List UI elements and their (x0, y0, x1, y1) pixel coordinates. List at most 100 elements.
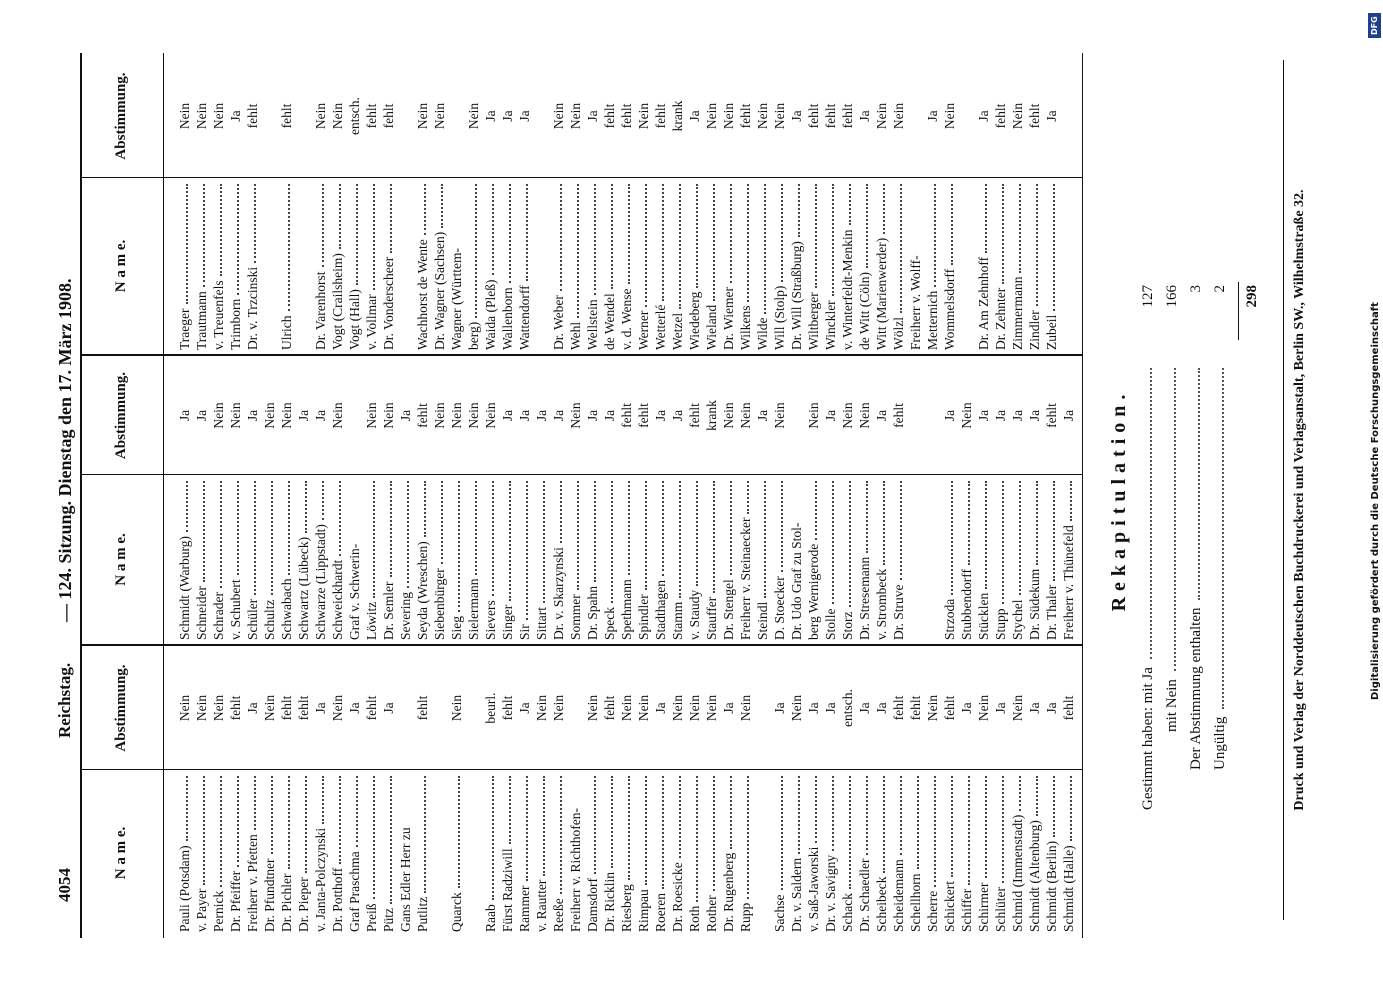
leader (244, 776, 256, 831)
vote: Ja (823, 702, 838, 714)
member-name: Dr. Schaedler (857, 858, 872, 932)
leader (533, 481, 545, 603)
member-row: Dr. Pfeiffer (227, 776, 244, 932)
vote: Nein (364, 402, 379, 429)
vote: entsch. (840, 689, 855, 727)
vote: Nein (619, 694, 634, 722)
leader (924, 184, 936, 287)
leader (873, 481, 885, 565)
recap-value: 166 (1164, 285, 1180, 308)
leader (856, 481, 868, 553)
member-row: v. Schubert (227, 481, 244, 640)
member-row: Dr. Varenhorst (312, 184, 329, 350)
leader (278, 776, 290, 870)
member-row: Riesberg (618, 776, 635, 932)
leader (193, 481, 205, 583)
vote: Nein (330, 402, 345, 429)
member-row: Dr. Stresemann (856, 481, 873, 640)
member-name: Reeße (551, 898, 566, 932)
member-name: Riesberg (619, 884, 634, 932)
vote: fehlt (415, 403, 430, 428)
member-row: Schüler (244, 481, 261, 640)
vote: Ja (721, 702, 736, 714)
member-row: Sielermann (465, 481, 482, 640)
member-name: Wallenborn (500, 287, 515, 350)
member-row: berg) (465, 184, 482, 350)
member-row: v. d. Wense (618, 184, 635, 350)
member-name: Wiedeberg (687, 291, 702, 350)
leader (805, 776, 817, 843)
recap-total: 298 (1244, 285, 1260, 308)
member-row: Wommelsdorff (941, 184, 958, 350)
member-name: de Witt (Cöln) (857, 272, 872, 350)
vote: Ja (857, 702, 872, 714)
member-row: Dr. Potthoff (329, 776, 346, 932)
leader (397, 481, 409, 588)
member-name: Pernick (211, 890, 226, 932)
member-row: Zimmermann (1009, 184, 1026, 350)
vote: Nein (194, 102, 209, 130)
vote: fehlt (840, 103, 855, 129)
member-row: de Wendel (601, 184, 618, 350)
leader (312, 481, 324, 521)
leader (176, 184, 188, 305)
running-head: Reichstag. (55, 662, 74, 738)
vote: Ja (874, 702, 889, 714)
member-row: Scheidemann (890, 776, 907, 932)
leader (516, 184, 528, 282)
member-name: v. Janta-Polczynski (313, 827, 328, 932)
member-row: Vogt (Hall) (346, 184, 363, 350)
member-name: Dr. Weber (551, 295, 566, 350)
leader (737, 184, 749, 302)
member-name: Wellstein (585, 299, 600, 350)
vote: Nein (466, 402, 481, 429)
member-name: Stauffer (704, 596, 719, 640)
leader (1026, 184, 1038, 307)
member-row: berg Wernigerode (805, 481, 822, 640)
member-row: Dr. Spahn (584, 481, 601, 640)
member-row: Dr. Pfundtner (261, 776, 278, 932)
member-name: Schneider (194, 586, 209, 640)
member-name: Werner (636, 310, 651, 350)
member-row: Gans Edler Herr zu (397, 776, 414, 932)
member-name: Pauli (Potsdam) (177, 845, 192, 932)
member-row: Storz (839, 481, 856, 640)
member-name: Stamm (670, 601, 685, 640)
vote-header: Abstimmung. (113, 72, 129, 160)
vote: Nein (449, 402, 464, 429)
member-name: Dr. Semler (381, 581, 396, 641)
vote: Nein (806, 402, 821, 429)
member-name: Traeger (177, 308, 192, 351)
leader (210, 776, 222, 887)
member-name: Dr. Am Zehnhoff (976, 256, 991, 350)
member-name: Stubbendorff (959, 569, 974, 640)
member-name: Dr. Udo Graf zu Stol- (789, 522, 804, 640)
leader (499, 184, 511, 284)
recap-value: 3 (1188, 285, 1204, 293)
member-name: Scheidemann (891, 859, 906, 932)
member-row: Dr. Zehnter (992, 184, 1009, 350)
member-name: Vogt (Crailsheim) (330, 253, 345, 350)
member-row: Zubeil (1043, 184, 1060, 350)
column-rule (80, 769, 1083, 770)
member-name: Freiherr v. Pfetten (245, 834, 260, 932)
leader (550, 184, 562, 292)
vote: Ja (313, 702, 328, 714)
member-row: Siebenbürger (431, 481, 448, 640)
leader (312, 776, 324, 824)
vote: Nein (636, 102, 651, 130)
vote: fehlt (602, 695, 617, 721)
vote: fehlt (500, 695, 515, 721)
recap-row: Ungültig (1210, 360, 1230, 770)
leader (1060, 481, 1072, 522)
vote: Ja (1027, 409, 1042, 422)
member-name: Schmidt (Altenburg) (1027, 820, 1042, 932)
member-name: Dr. Wagner (Sachsen) (432, 231, 447, 350)
vote: Nein (568, 102, 583, 130)
leader (686, 776, 698, 902)
member-name: Will (Stolp) (772, 285, 787, 350)
leader (958, 481, 970, 565)
vote: Ja (398, 409, 413, 422)
vote: Nein (925, 694, 940, 722)
vote: fehlt (364, 695, 379, 721)
